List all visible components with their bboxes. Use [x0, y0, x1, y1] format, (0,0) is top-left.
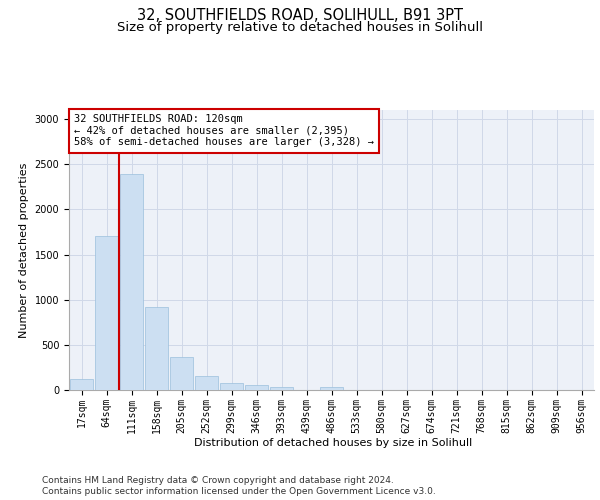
Text: Distribution of detached houses by size in Solihull: Distribution of detached houses by size …	[194, 438, 472, 448]
Bar	[270, 387, 293, 390]
Text: 32, SOUTHFIELDS ROAD, SOLIHULL, B91 3PT: 32, SOUTHFIELDS ROAD, SOLIHULL, B91 3PT	[137, 8, 463, 22]
Text: Contains HM Land Registry data © Crown copyright and database right 2024.: Contains HM Land Registry data © Crown c…	[42, 476, 394, 485]
Text: Size of property relative to detached houses in Solihull: Size of property relative to detached ho…	[117, 21, 483, 34]
Bar	[195, 376, 218, 390]
Bar	[145, 307, 168, 390]
Bar	[70, 379, 93, 390]
Y-axis label: Number of detached properties: Number of detached properties	[19, 162, 29, 338]
Bar	[95, 236, 118, 390]
Bar	[245, 385, 268, 390]
Bar	[120, 174, 143, 390]
Bar	[320, 388, 343, 390]
Bar	[170, 358, 193, 390]
Text: 32 SOUTHFIELDS ROAD: 120sqm
← 42% of detached houses are smaller (2,395)
58% of : 32 SOUTHFIELDS ROAD: 120sqm ← 42% of det…	[74, 114, 374, 148]
Bar	[220, 383, 243, 390]
Text: Contains public sector information licensed under the Open Government Licence v3: Contains public sector information licen…	[42, 488, 436, 496]
